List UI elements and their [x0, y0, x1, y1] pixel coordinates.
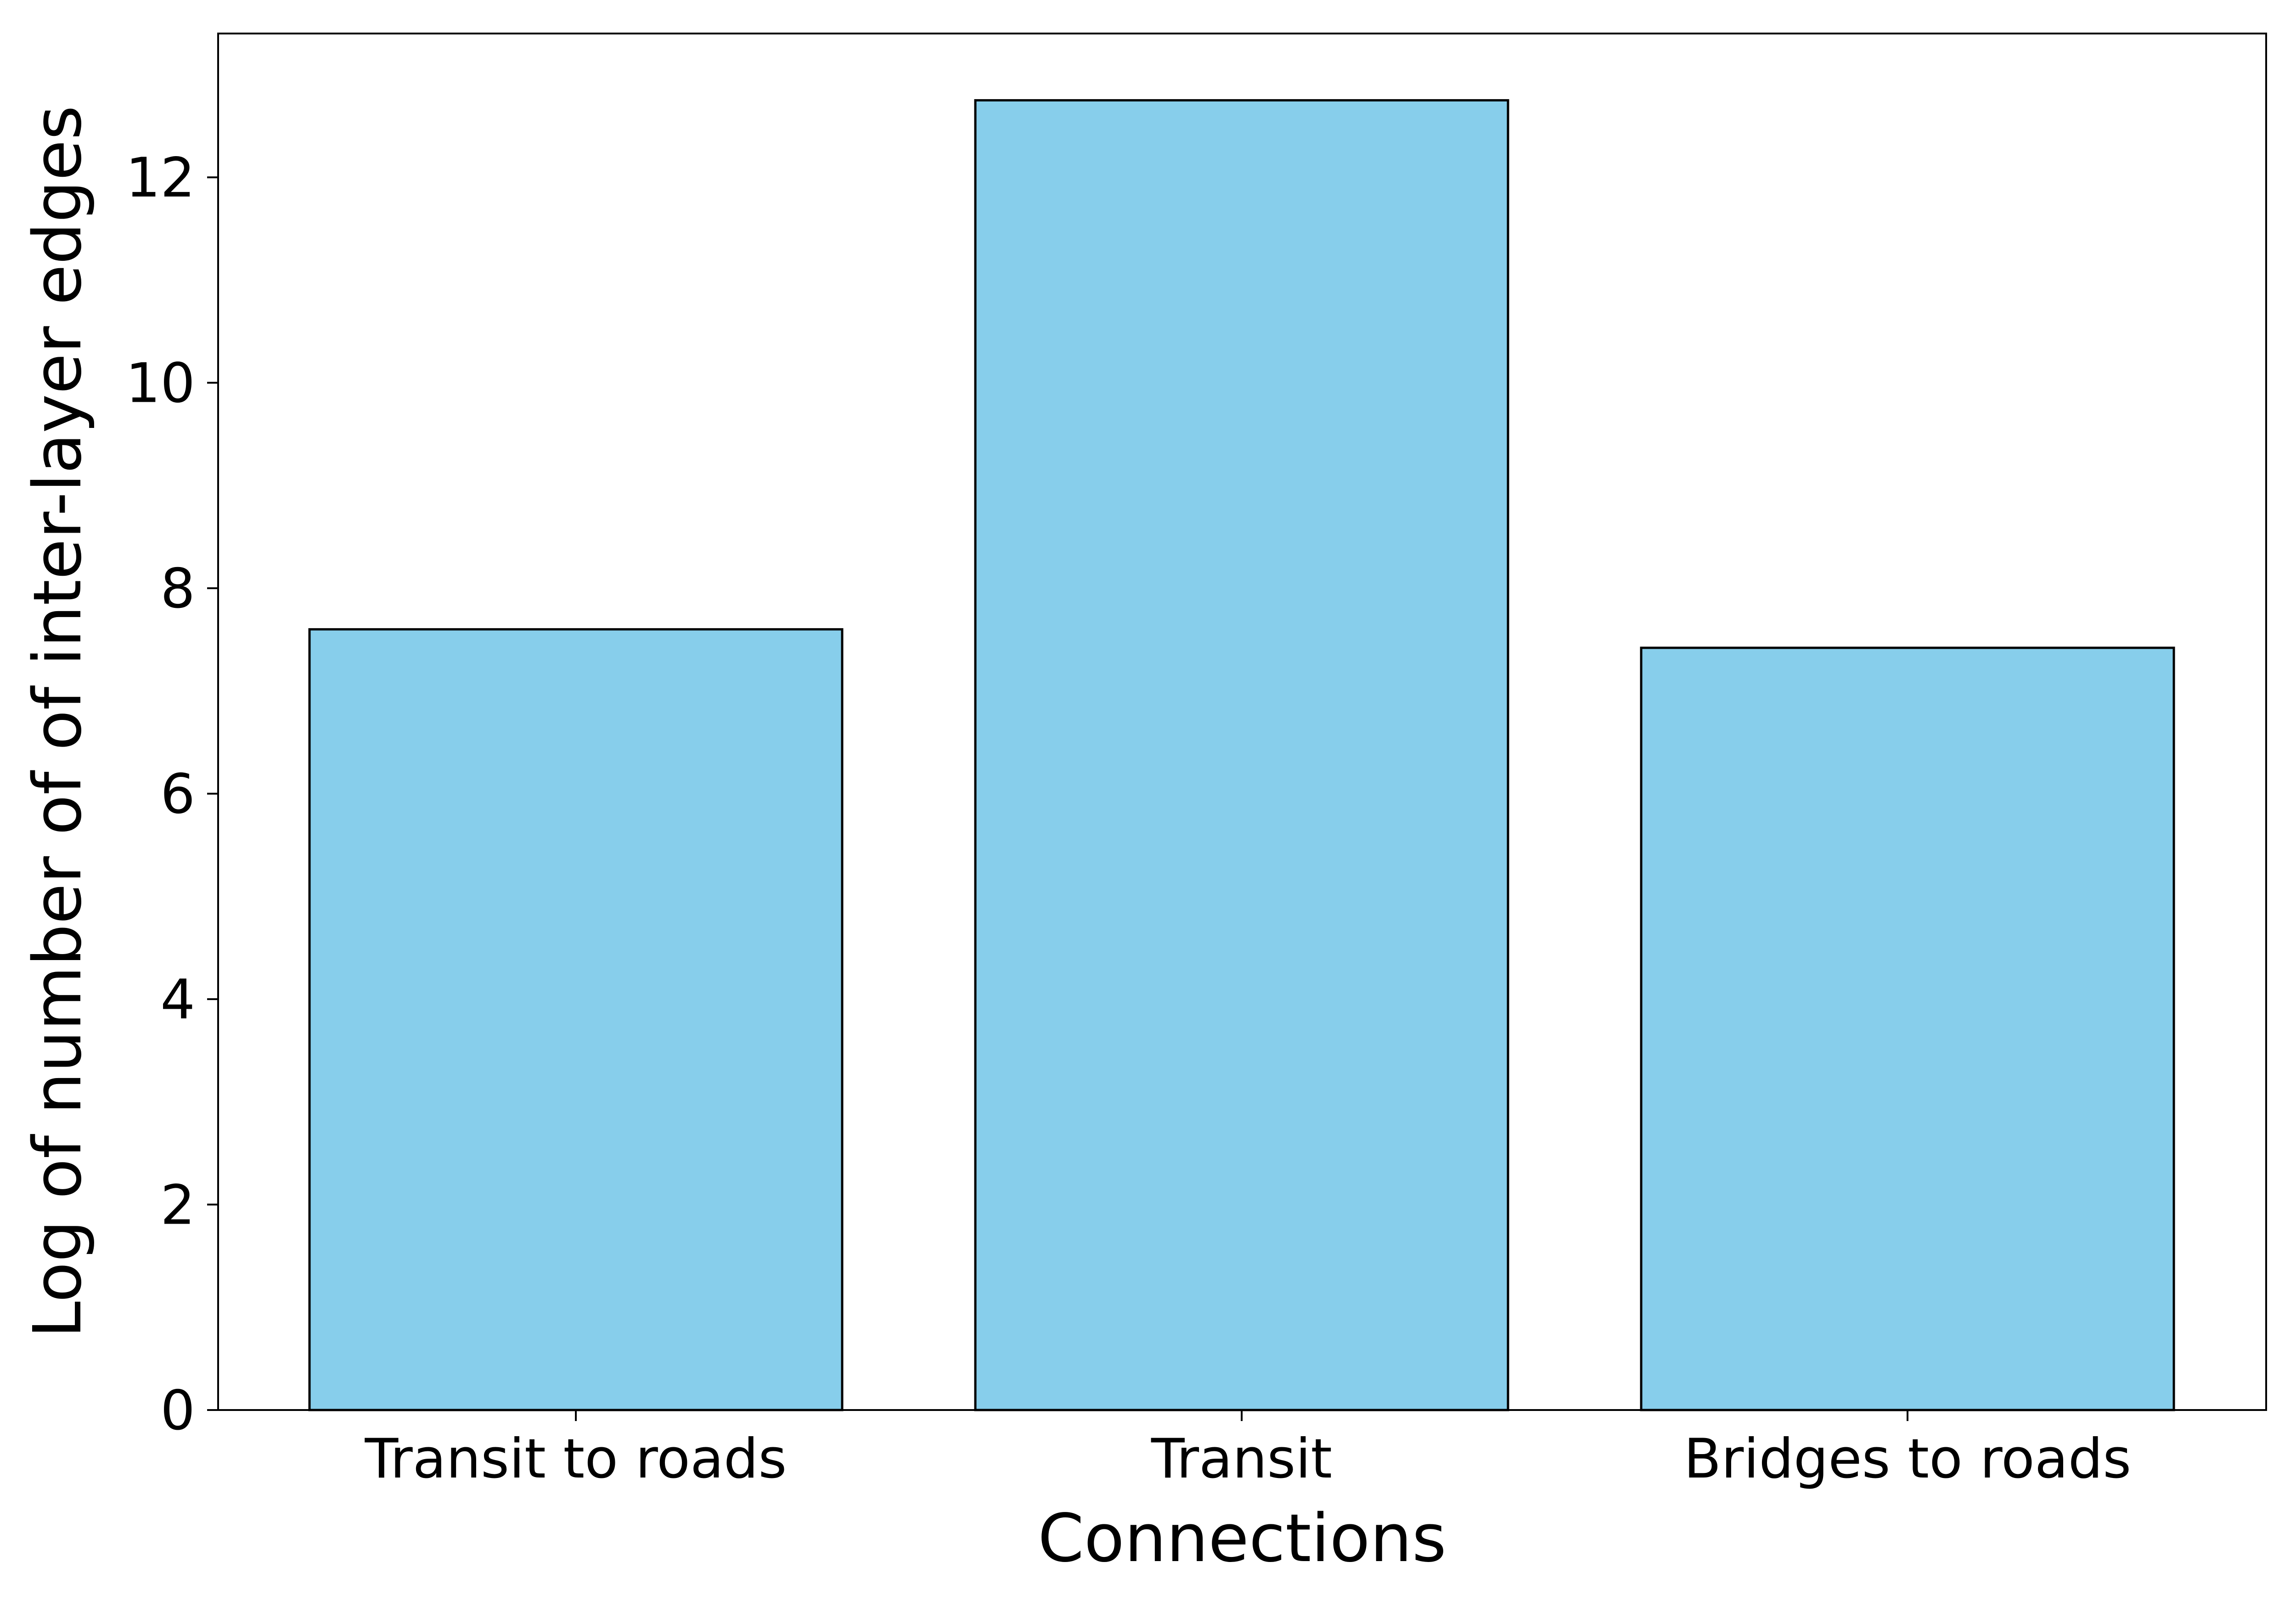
y-tick-label-3: 6 — [160, 763, 195, 826]
bar-2 — [1640, 646, 2175, 1411]
x-tick-label-2: Bridges to roads — [1684, 1427, 2132, 1491]
y-axis-label: Log of number of of inter-layer edges — [19, 106, 96, 1338]
y-tick-label-6: 12 — [126, 146, 195, 210]
y-tick-label-0: 0 — [160, 1379, 195, 1443]
x-axis: Transit to roads Transit Bridges to roads — [365, 1410, 2132, 1491]
y-tick-label-2: 4 — [160, 968, 195, 1032]
x-tick-label-0: Transit to roads — [365, 1427, 787, 1491]
bar-1 — [974, 99, 1509, 1411]
bar-0 — [308, 628, 844, 1411]
x-axis-label: Connections — [1038, 1500, 1446, 1577]
y-tick-label-1: 2 — [160, 1174, 195, 1237]
y-axis: 0 2 4 6 8 10 12 — [126, 146, 218, 1443]
x-tick-label-1: Transit — [1151, 1427, 1332, 1491]
y-tick-label-4: 8 — [160, 557, 195, 621]
bars-group — [308, 99, 2175, 1411]
y-tick-label-5: 10 — [126, 352, 195, 416]
